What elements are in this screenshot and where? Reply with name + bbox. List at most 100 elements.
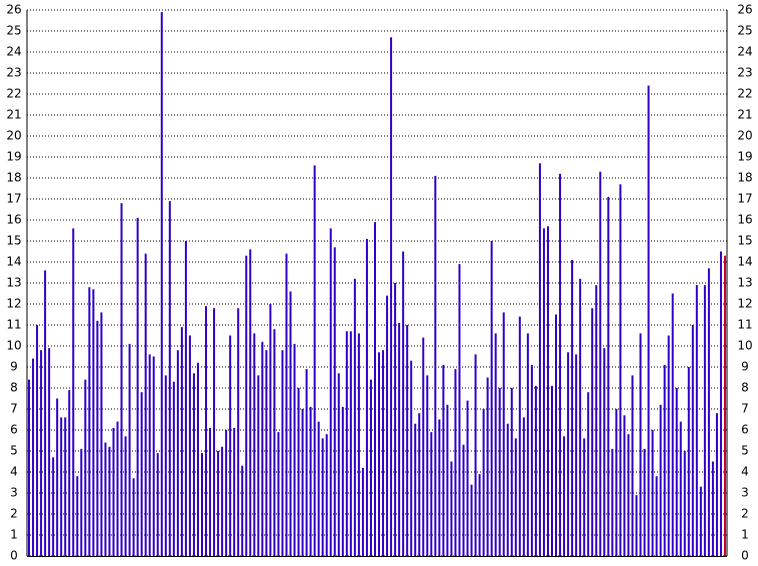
bar [506, 423, 509, 556]
y-tick-label-right: 19 [737, 150, 752, 164]
bar [474, 354, 477, 556]
y-tick-label-right: 3 [741, 486, 749, 500]
bar [192, 373, 195, 556]
bar [462, 444, 465, 556]
bar [502, 312, 505, 556]
y-tick-label: 14 [6, 255, 21, 269]
y-tick-label-right: 21 [737, 108, 752, 122]
y-tick-label-right: 5 [741, 444, 749, 458]
y-tick-label-right: 13 [737, 276, 752, 290]
bar [615, 409, 618, 556]
bar [229, 335, 232, 556]
bar [486, 377, 489, 556]
bar [695, 285, 698, 556]
bar [458, 264, 461, 556]
bar [337, 373, 340, 556]
bar [321, 438, 324, 556]
bar [514, 438, 517, 556]
bar [450, 461, 453, 556]
y-tick-label: 18 [6, 171, 21, 185]
bar [28, 379, 31, 556]
y-tick-label-right: 8 [741, 381, 749, 395]
bar [253, 333, 256, 556]
bar [647, 85, 650, 556]
bar [683, 451, 686, 556]
y-tick-label-right: 24 [737, 45, 752, 59]
y-tick-label: 1 [10, 528, 18, 542]
y-tick-label: 4 [10, 465, 18, 479]
bar [160, 12, 163, 557]
bar [100, 312, 103, 556]
bar [631, 375, 634, 556]
y-tick-label-right: 2 [741, 507, 749, 521]
bar [470, 484, 473, 556]
bar [703, 285, 706, 556]
bar [607, 196, 610, 556]
y-tick-label-right: 16 [737, 213, 752, 227]
bar [72, 228, 75, 556]
bar [96, 320, 99, 556]
y-tick-label-right: 15 [737, 234, 752, 248]
bar [619, 184, 622, 557]
bar [48, 348, 51, 556]
bar [317, 421, 320, 556]
y-tick-label: 5 [10, 444, 18, 458]
bar [671, 293, 674, 556]
y-tick-label: 0 [10, 549, 18, 563]
bar [196, 362, 199, 556]
bar [116, 421, 119, 556]
bar [667, 335, 670, 556]
bar [414, 423, 417, 556]
bar [180, 327, 183, 556]
bar [719, 251, 722, 556]
bar [575, 354, 578, 556]
bar [583, 438, 586, 556]
bar [221, 446, 224, 556]
bar [534, 385, 537, 556]
bar [201, 453, 203, 556]
bar [172, 381, 175, 556]
bar [124, 436, 127, 556]
bar [446, 404, 449, 556]
y-tick-label-right: 20 [737, 129, 752, 143]
bar [663, 364, 666, 556]
y-tick-label: 12 [6, 297, 21, 311]
bar [386, 295, 389, 556]
y-tick-label-right: 10 [737, 339, 752, 353]
bar [277, 432, 280, 556]
bar [36, 325, 39, 556]
bar [442, 364, 445, 556]
bar [104, 442, 107, 556]
bar [559, 173, 562, 557]
y-tick-label: 24 [6, 45, 21, 59]
bar [438, 419, 441, 556]
bar [623, 415, 626, 556]
y-tick-label: 6 [10, 423, 18, 437]
bar [715, 413, 718, 556]
y-tick-label-right: 26 [737, 3, 752, 17]
bar [257, 375, 260, 556]
bar [341, 406, 344, 556]
y-tick-label-right: 18 [737, 171, 752, 185]
bar [526, 333, 529, 556]
bar [390, 37, 393, 557]
bar [518, 316, 521, 556]
bar [289, 291, 292, 556]
bar [205, 306, 208, 556]
bar [510, 388, 513, 556]
bar [398, 322, 401, 556]
bar [217, 451, 220, 556]
bar [233, 427, 236, 556]
bar [148, 354, 151, 556]
bar [373, 222, 376, 556]
bar [478, 474, 481, 556]
y-tick-label: 8 [10, 381, 18, 395]
y-tick-label-right: 9 [741, 360, 749, 374]
bar [176, 350, 179, 556]
y-tick-label: 3 [10, 486, 18, 500]
bar [241, 465, 244, 556]
y-tick-label: 10 [6, 339, 21, 353]
bar [120, 203, 123, 556]
bar [546, 226, 549, 557]
bar [454, 369, 457, 556]
